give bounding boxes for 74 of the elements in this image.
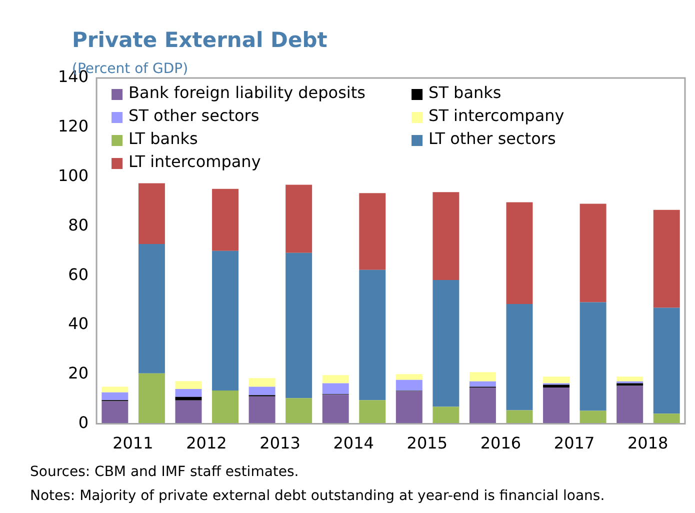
bar (653, 414, 680, 424)
bar (653, 210, 680, 308)
bar (506, 202, 533, 304)
bar (396, 380, 422, 391)
bar (543, 384, 570, 388)
bar (432, 192, 460, 280)
y-tick-label: 60 (68, 264, 89, 284)
bar (212, 250, 239, 390)
bar (543, 387, 570, 424)
bar (359, 400, 386, 424)
bar (580, 204, 606, 302)
legend-label: LT intercompany (128, 152, 261, 172)
bar (506, 304, 533, 410)
bar (248, 396, 276, 424)
bar (469, 387, 496, 424)
x-tick-label: 2012 (186, 434, 227, 453)
bar (286, 252, 312, 398)
bar (175, 388, 202, 397)
bar (469, 381, 496, 387)
bar (212, 188, 239, 251)
y-tick-label: 0 (78, 412, 89, 432)
bar (175, 396, 202, 400)
bar (102, 392, 128, 400)
x-tick-label: 2018 (627, 434, 668, 453)
bar (432, 406, 460, 424)
legend-label: ST other sectors (128, 106, 260, 126)
bar (138, 373, 165, 424)
bar (322, 375, 349, 384)
bar (580, 302, 606, 411)
x-tick-label: 2011 (112, 434, 154, 453)
x-tick-label: 2017 (554, 434, 595, 453)
y-tick-label: 120 (58, 116, 89, 136)
bar (359, 193, 386, 270)
bar (396, 391, 422, 424)
chart-title: Private External Debt (72, 28, 328, 52)
legend-label: LT banks (128, 129, 198, 148)
bar (616, 383, 644, 386)
bar (616, 376, 644, 382)
y-tick-label: 100 (58, 166, 89, 185)
y-tick-label: 40 (68, 314, 89, 334)
legend-label: LT other sectors (428, 129, 556, 148)
bar (248, 386, 276, 396)
bar (212, 390, 239, 424)
bar (138, 183, 165, 244)
bar (138, 244, 165, 374)
bar (175, 381, 202, 389)
bar (432, 280, 460, 407)
source-note: Sources: CBM and IMF staff estimates. (30, 464, 299, 480)
bar (286, 184, 312, 253)
bar (322, 383, 349, 394)
bar (653, 308, 680, 414)
x-tick-label: 2013 (260, 434, 300, 453)
bar (543, 376, 570, 384)
bar (396, 374, 422, 380)
legend-label: ST banks (428, 83, 502, 102)
bar (506, 410, 533, 424)
bar (102, 401, 128, 424)
bar (580, 410, 606, 424)
bar (359, 270, 386, 400)
legend-label: ST intercompany (428, 106, 564, 126)
x-tick-label: 2016 (480, 434, 522, 453)
bar (102, 386, 128, 392)
y-tick-label: 80 (68, 215, 89, 234)
bar (248, 378, 276, 387)
bar (616, 386, 644, 424)
legend-label: Bank foreign liability deposits (128, 83, 366, 102)
bar (175, 400, 202, 424)
x-tick-label: 2014 (333, 434, 374, 453)
bar (286, 398, 312, 424)
x-tick-label: 2015 (406, 434, 448, 453)
bar (469, 372, 496, 382)
bar (322, 394, 349, 424)
y-tick-label: 20 (68, 364, 89, 383)
text: Notes: Majority of private external debt outstanding at year-end is financial loans. (30, 488, 605, 504)
